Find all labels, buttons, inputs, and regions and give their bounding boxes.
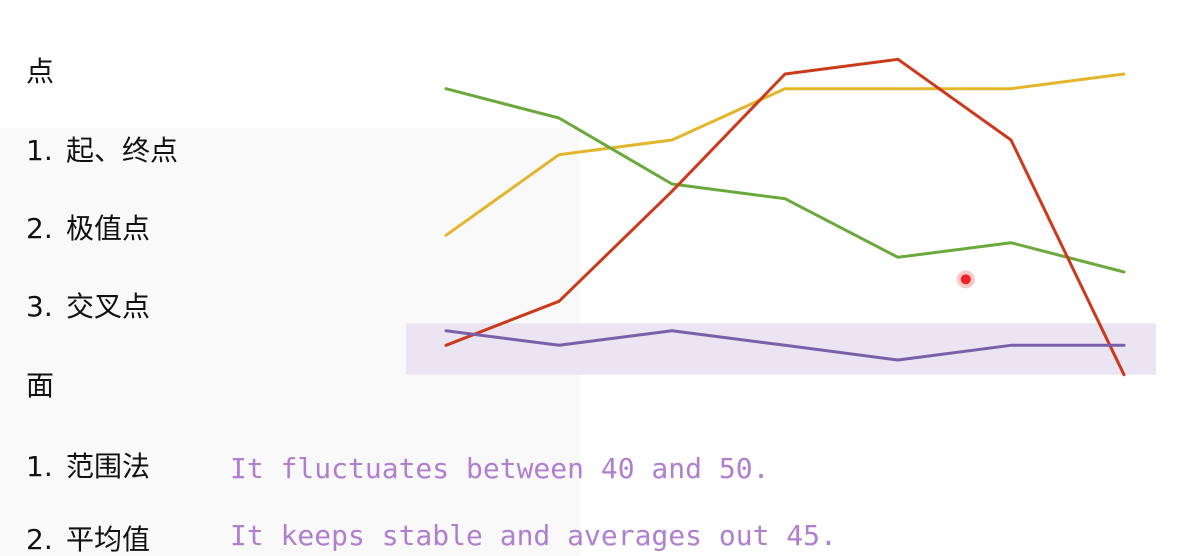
item-number: 2. [26, 212, 53, 245]
series-line-2 [444, 87, 1126, 274]
points-item-1: 1. 起、终点 [26, 137, 178, 165]
item-number: 3. [26, 290, 53, 323]
series-line-4 [444, 329, 1126, 362]
item-label: 平均值 [66, 523, 151, 556]
item-number: 1. [26, 134, 53, 167]
item-number: 1. [26, 450, 53, 483]
item-label: 范围法 [66, 450, 151, 483]
surface-item-2: 2. 平均值 [26, 526, 150, 554]
item-number: 2. [26, 523, 53, 556]
item-label: 极值点 [66, 212, 151, 245]
average-note: It keeps stable and averages out 45. [230, 519, 837, 552]
range-highlight-band [406, 323, 1156, 375]
points-item-2: 2. 极值点 [26, 215, 150, 243]
surface-heading: 面 [26, 369, 55, 402]
item-label: 交叉点 [66, 290, 151, 323]
series-line-1 [444, 72, 1126, 237]
points-heading: 点 [26, 55, 55, 88]
points-item-3: 3. 交叉点 [26, 293, 150, 321]
surface-item-1: 1. 范围法 [26, 453, 150, 481]
pointer-dot [960, 274, 971, 285]
series-line-3 [444, 57, 1126, 377]
item-label: 起、终点 [66, 134, 179, 167]
range-note: It fluctuates between 40 and 50. [230, 452, 770, 485]
